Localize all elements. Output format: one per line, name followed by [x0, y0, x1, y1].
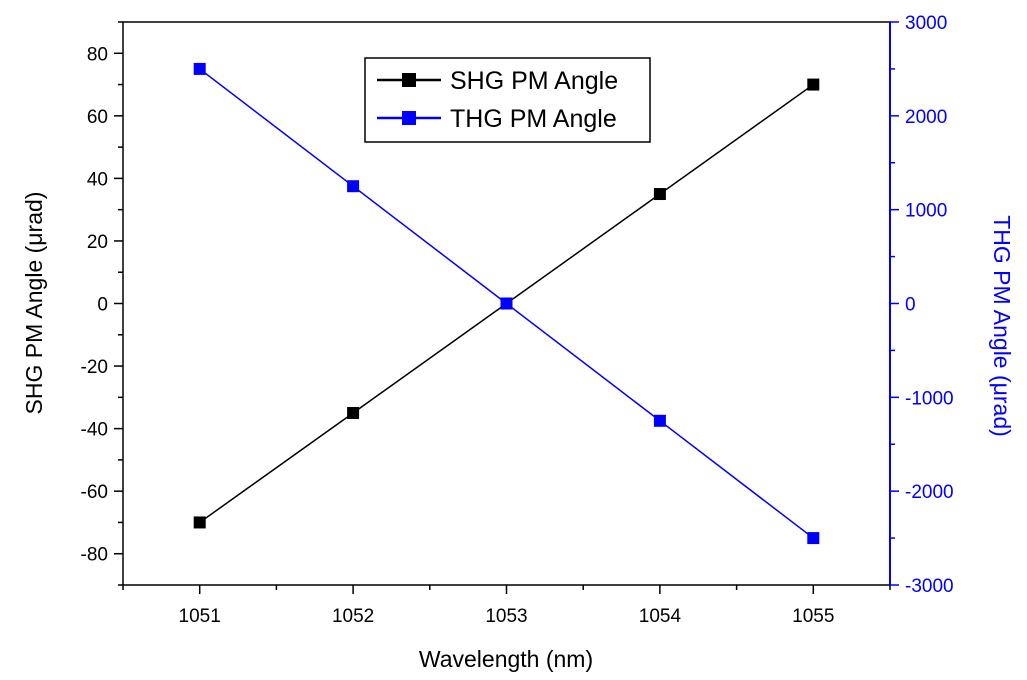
- left-y-tick-label: 0: [97, 295, 108, 316]
- data-point-thg: [807, 532, 820, 545]
- data-point-thg: [500, 297, 513, 310]
- right-y-tick-label: 0: [905, 295, 916, 316]
- x-axis-title: Wavelength (nm): [419, 646, 593, 672]
- data-point-shg: [193, 516, 206, 529]
- left-y-tick-label: 60: [87, 107, 108, 128]
- right-y-tick-label: 3000: [905, 13, 947, 34]
- legend-label-thg: THG PM Angle: [450, 105, 617, 133]
- legend-box: [364, 57, 651, 143]
- data-point-shg: [653, 188, 666, 201]
- legend-marker-shg: [402, 73, 416, 87]
- data-point-shg: [807, 78, 820, 91]
- legend-marker-thg: [402, 111, 416, 125]
- right-y-axis-title: THG PM Angle (μrad): [989, 215, 1015, 437]
- left-y-axis-title: SHG PM Angle (μrad): [21, 192, 47, 415]
- x-tick-label: 1053: [485, 606, 527, 627]
- x-tick-label: 1051: [179, 606, 221, 627]
- left-y-tick-label: -20: [81, 357, 108, 378]
- data-point-shg: [347, 406, 360, 419]
- series-layer: [193, 62, 820, 545]
- legend: SHG PM Angle THG PM Angle: [364, 57, 651, 143]
- x-tick-label: 1052: [332, 606, 374, 627]
- right-y-tick-label: 2000: [905, 107, 947, 128]
- left-y-tick-label: 40: [87, 169, 108, 190]
- data-point-thg: [193, 62, 206, 75]
- data-point-thg: [653, 414, 666, 427]
- legend-label-shg: SHG PM Angle: [450, 67, 618, 95]
- x-axis-ticks: 1051 1052 1053 1054 1055: [122, 585, 891, 627]
- left-y-tick-label: 80: [87, 44, 108, 65]
- right-y-tick-label: 1000: [905, 201, 947, 222]
- left-y-tick-label: -80: [81, 545, 108, 566]
- right-y-axis-ticks: -3000 -2000 -1000 0 1000 2000 3000: [890, 13, 954, 597]
- right-y-tick-label: -1000: [905, 388, 954, 409]
- left-y-tick-label: -60: [81, 482, 108, 503]
- x-tick-label: 1054: [639, 606, 682, 627]
- left-y-tick-label: -40: [81, 420, 108, 441]
- left-y-axis-ticks: -80 -60 -40 -20 0 20 40 60 80: [81, 21, 123, 586]
- right-y-tick-label: -2000: [905, 482, 954, 503]
- right-y-tick-label: -3000: [905, 576, 954, 597]
- left-y-tick-label: 20: [87, 232, 108, 253]
- x-tick-label: 1055: [792, 606, 834, 627]
- data-point-thg: [347, 180, 360, 193]
